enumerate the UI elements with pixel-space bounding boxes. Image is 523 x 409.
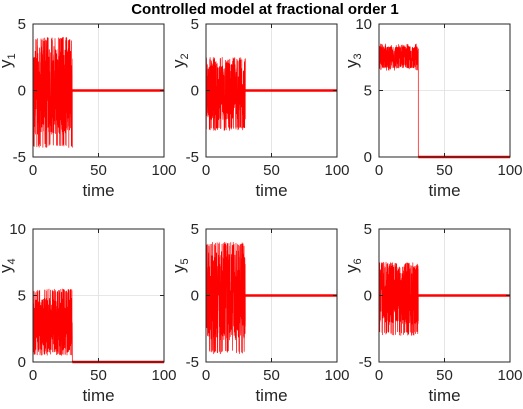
x-tick-label: 0 bbox=[375, 162, 383, 179]
y-axis-label-subscript: 6 bbox=[352, 258, 364, 264]
series-line bbox=[378, 43, 510, 158]
x-tick-label: 50 bbox=[436, 367, 453, 384]
x-axis-label: time bbox=[82, 181, 114, 200]
y-axis-label-subscript: 1 bbox=[6, 53, 18, 59]
y-tick-label: 5 bbox=[18, 288, 26, 305]
y-axis-label: y4 bbox=[0, 258, 18, 273]
x-tick-label: 50 bbox=[436, 162, 453, 179]
x-axis-label: time bbox=[255, 386, 287, 405]
x-axis-label: time bbox=[428, 386, 460, 405]
x-tick-label: 0 bbox=[202, 162, 210, 179]
y-tick-label: 0 bbox=[191, 288, 199, 305]
x-tick-label: 100 bbox=[497, 162, 522, 179]
x-tick-label: 50 bbox=[90, 367, 107, 384]
series-line bbox=[32, 288, 164, 363]
subplot-4: 0501001050timey4 bbox=[0, 221, 177, 405]
series-line bbox=[205, 241, 337, 355]
x-tick-label: 100 bbox=[324, 367, 349, 384]
y-axis-label-subscript: 4 bbox=[6, 258, 18, 264]
y-axis-label-subscript: 5 bbox=[179, 258, 191, 264]
x-tick-label: 100 bbox=[151, 162, 176, 179]
panels-container: 05010050-5timey105010050-5timey205010010… bbox=[0, 16, 523, 405]
y-tick-label: 5 bbox=[191, 221, 199, 238]
y-tick-label: 5 bbox=[364, 221, 372, 238]
y-tick-label: 0 bbox=[18, 83, 26, 100]
y-tick-label: 5 bbox=[18, 16, 26, 33]
y-axis-label: y6 bbox=[342, 258, 364, 273]
y-axis-label: y2 bbox=[169, 53, 191, 68]
y-axis-label: y5 bbox=[169, 258, 191, 273]
x-tick-label: 50 bbox=[90, 162, 107, 179]
y-tick-label: 0 bbox=[364, 149, 372, 166]
series-line bbox=[378, 261, 510, 336]
y-axis-label-base: y bbox=[0, 264, 15, 273]
y-tick-label: -5 bbox=[186, 354, 199, 371]
x-tick-label: 50 bbox=[263, 367, 280, 384]
y-tick-label: -5 bbox=[359, 354, 372, 371]
y-axis-label: y1 bbox=[0, 53, 18, 68]
y-tick-label: 5 bbox=[364, 83, 372, 100]
y-axis-label-base: y bbox=[169, 59, 188, 68]
x-tick-label: 0 bbox=[375, 367, 383, 384]
y-axis-label-base: y bbox=[169, 264, 188, 273]
y-tick-label: 0 bbox=[191, 83, 199, 100]
y-axis-label: y3 bbox=[342, 53, 364, 68]
x-tick-label: 50 bbox=[263, 162, 280, 179]
x-tick-label: 0 bbox=[29, 162, 37, 179]
y-axis-label-base: y bbox=[342, 59, 361, 68]
y-tick-label: 10 bbox=[355, 16, 372, 33]
x-axis-label: time bbox=[82, 386, 114, 405]
x-tick-label: 0 bbox=[29, 367, 37, 384]
x-tick-label: 100 bbox=[324, 162, 349, 179]
y-axis-label-base: y bbox=[342, 264, 361, 273]
y-axis-label-subscript: 3 bbox=[352, 53, 364, 59]
y-tick-label: -5 bbox=[186, 149, 199, 166]
y-tick-label: 10 bbox=[9, 221, 26, 238]
x-axis-label: time bbox=[255, 181, 287, 200]
figure-title: Controlled model at fractional order 1 bbox=[131, 1, 399, 18]
x-tick-label: 100 bbox=[151, 367, 176, 384]
x-tick-label: 0 bbox=[202, 367, 210, 384]
y-tick-label: -5 bbox=[13, 149, 26, 166]
y-tick-label: 5 bbox=[191, 16, 199, 33]
y-tick-label: 0 bbox=[364, 288, 372, 305]
series-line bbox=[205, 56, 337, 131]
y-tick-label: 0 bbox=[18, 354, 26, 371]
x-tick-label: 100 bbox=[497, 367, 522, 384]
y-axis-label-base: y bbox=[0, 59, 15, 68]
series-line bbox=[32, 37, 164, 148]
x-axis-label: time bbox=[428, 181, 460, 200]
y-axis-label-subscript: 2 bbox=[179, 53, 191, 59]
